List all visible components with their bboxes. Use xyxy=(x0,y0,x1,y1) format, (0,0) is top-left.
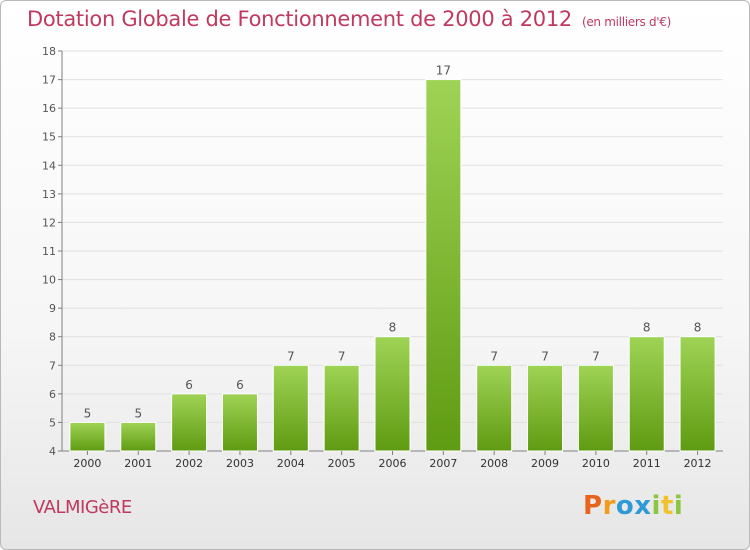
x-tick-label: 2006 xyxy=(379,457,407,470)
logo-letter: r xyxy=(602,491,616,521)
x-tick-label: 2008 xyxy=(480,457,508,470)
data-label: 5 xyxy=(134,406,142,420)
x-tick-label: 2011 xyxy=(633,457,661,470)
bar xyxy=(425,79,462,452)
y-tick-label: 16 xyxy=(42,102,56,115)
y-tick-label: 13 xyxy=(42,188,56,201)
bar xyxy=(120,421,157,452)
logo-letter: i xyxy=(651,491,661,521)
x-tick-label: 2012 xyxy=(684,457,712,470)
bar xyxy=(476,364,513,452)
bar xyxy=(171,393,208,452)
bar xyxy=(628,336,665,452)
commune-name: VALMIGèRE xyxy=(33,497,132,518)
y-tick-label: 10 xyxy=(42,274,56,287)
logo-letter: i xyxy=(673,491,684,521)
title-text: Dotation Globale de Fonctionnement de 20… xyxy=(27,7,572,31)
y-tick-label: 6 xyxy=(49,388,56,401)
logo-letter: x xyxy=(634,491,652,521)
bar xyxy=(323,364,360,452)
bar xyxy=(577,364,614,452)
data-label: 7 xyxy=(490,349,498,363)
data-label: 6 xyxy=(185,378,193,392)
y-tick-label: 5 xyxy=(49,416,56,429)
data-label: 8 xyxy=(389,321,397,335)
bar xyxy=(69,421,106,452)
x-tick-label: 2000 xyxy=(73,457,101,470)
data-label: 7 xyxy=(338,349,346,363)
x-tick-label: 2002 xyxy=(175,457,203,470)
x-tick-label: 2004 xyxy=(277,457,305,470)
y-tick-label: 9 xyxy=(49,302,56,315)
proxiti-logo: Proxiti xyxy=(583,491,683,521)
y-tick-label: 11 xyxy=(42,245,56,258)
data-label: 5 xyxy=(84,406,92,420)
bar xyxy=(527,364,564,452)
bar xyxy=(221,393,258,452)
data-label: 7 xyxy=(541,349,549,363)
data-label: 8 xyxy=(643,321,651,335)
data-label: 6 xyxy=(236,378,244,392)
y-tick-label: 15 xyxy=(42,131,56,144)
x-tick-label: 2005 xyxy=(328,457,356,470)
y-tick-label: 8 xyxy=(49,331,56,344)
x-tick-label: 2007 xyxy=(429,457,457,470)
bar xyxy=(679,336,716,452)
y-tick-label: 17 xyxy=(42,74,56,87)
x-tick-label: 2001 xyxy=(124,457,152,470)
x-tick-label: 2010 xyxy=(582,457,610,470)
data-label: 8 xyxy=(694,321,702,335)
x-tick-label: 2009 xyxy=(531,457,559,470)
logo-letter: P xyxy=(583,491,603,521)
data-label: 7 xyxy=(287,349,295,363)
chart-title: Dotation Globale de Fonctionnement de 20… xyxy=(27,7,671,31)
logo-letter: o xyxy=(615,491,635,521)
logo-letter: t xyxy=(660,491,674,521)
data-label: 17 xyxy=(436,64,451,78)
y-tick-label: 14 xyxy=(42,159,56,172)
y-tick-label: 7 xyxy=(49,359,56,372)
y-tick-label: 12 xyxy=(42,216,56,229)
bar xyxy=(374,336,411,452)
bar xyxy=(272,364,309,452)
x-tick-label: 2003 xyxy=(226,457,254,470)
data-label: 7 xyxy=(592,349,600,363)
y-tick-label: 18 xyxy=(42,45,56,58)
chart-subtitle: (en milliers d'€) xyxy=(581,15,671,29)
y-tick-label: 4 xyxy=(49,445,56,458)
